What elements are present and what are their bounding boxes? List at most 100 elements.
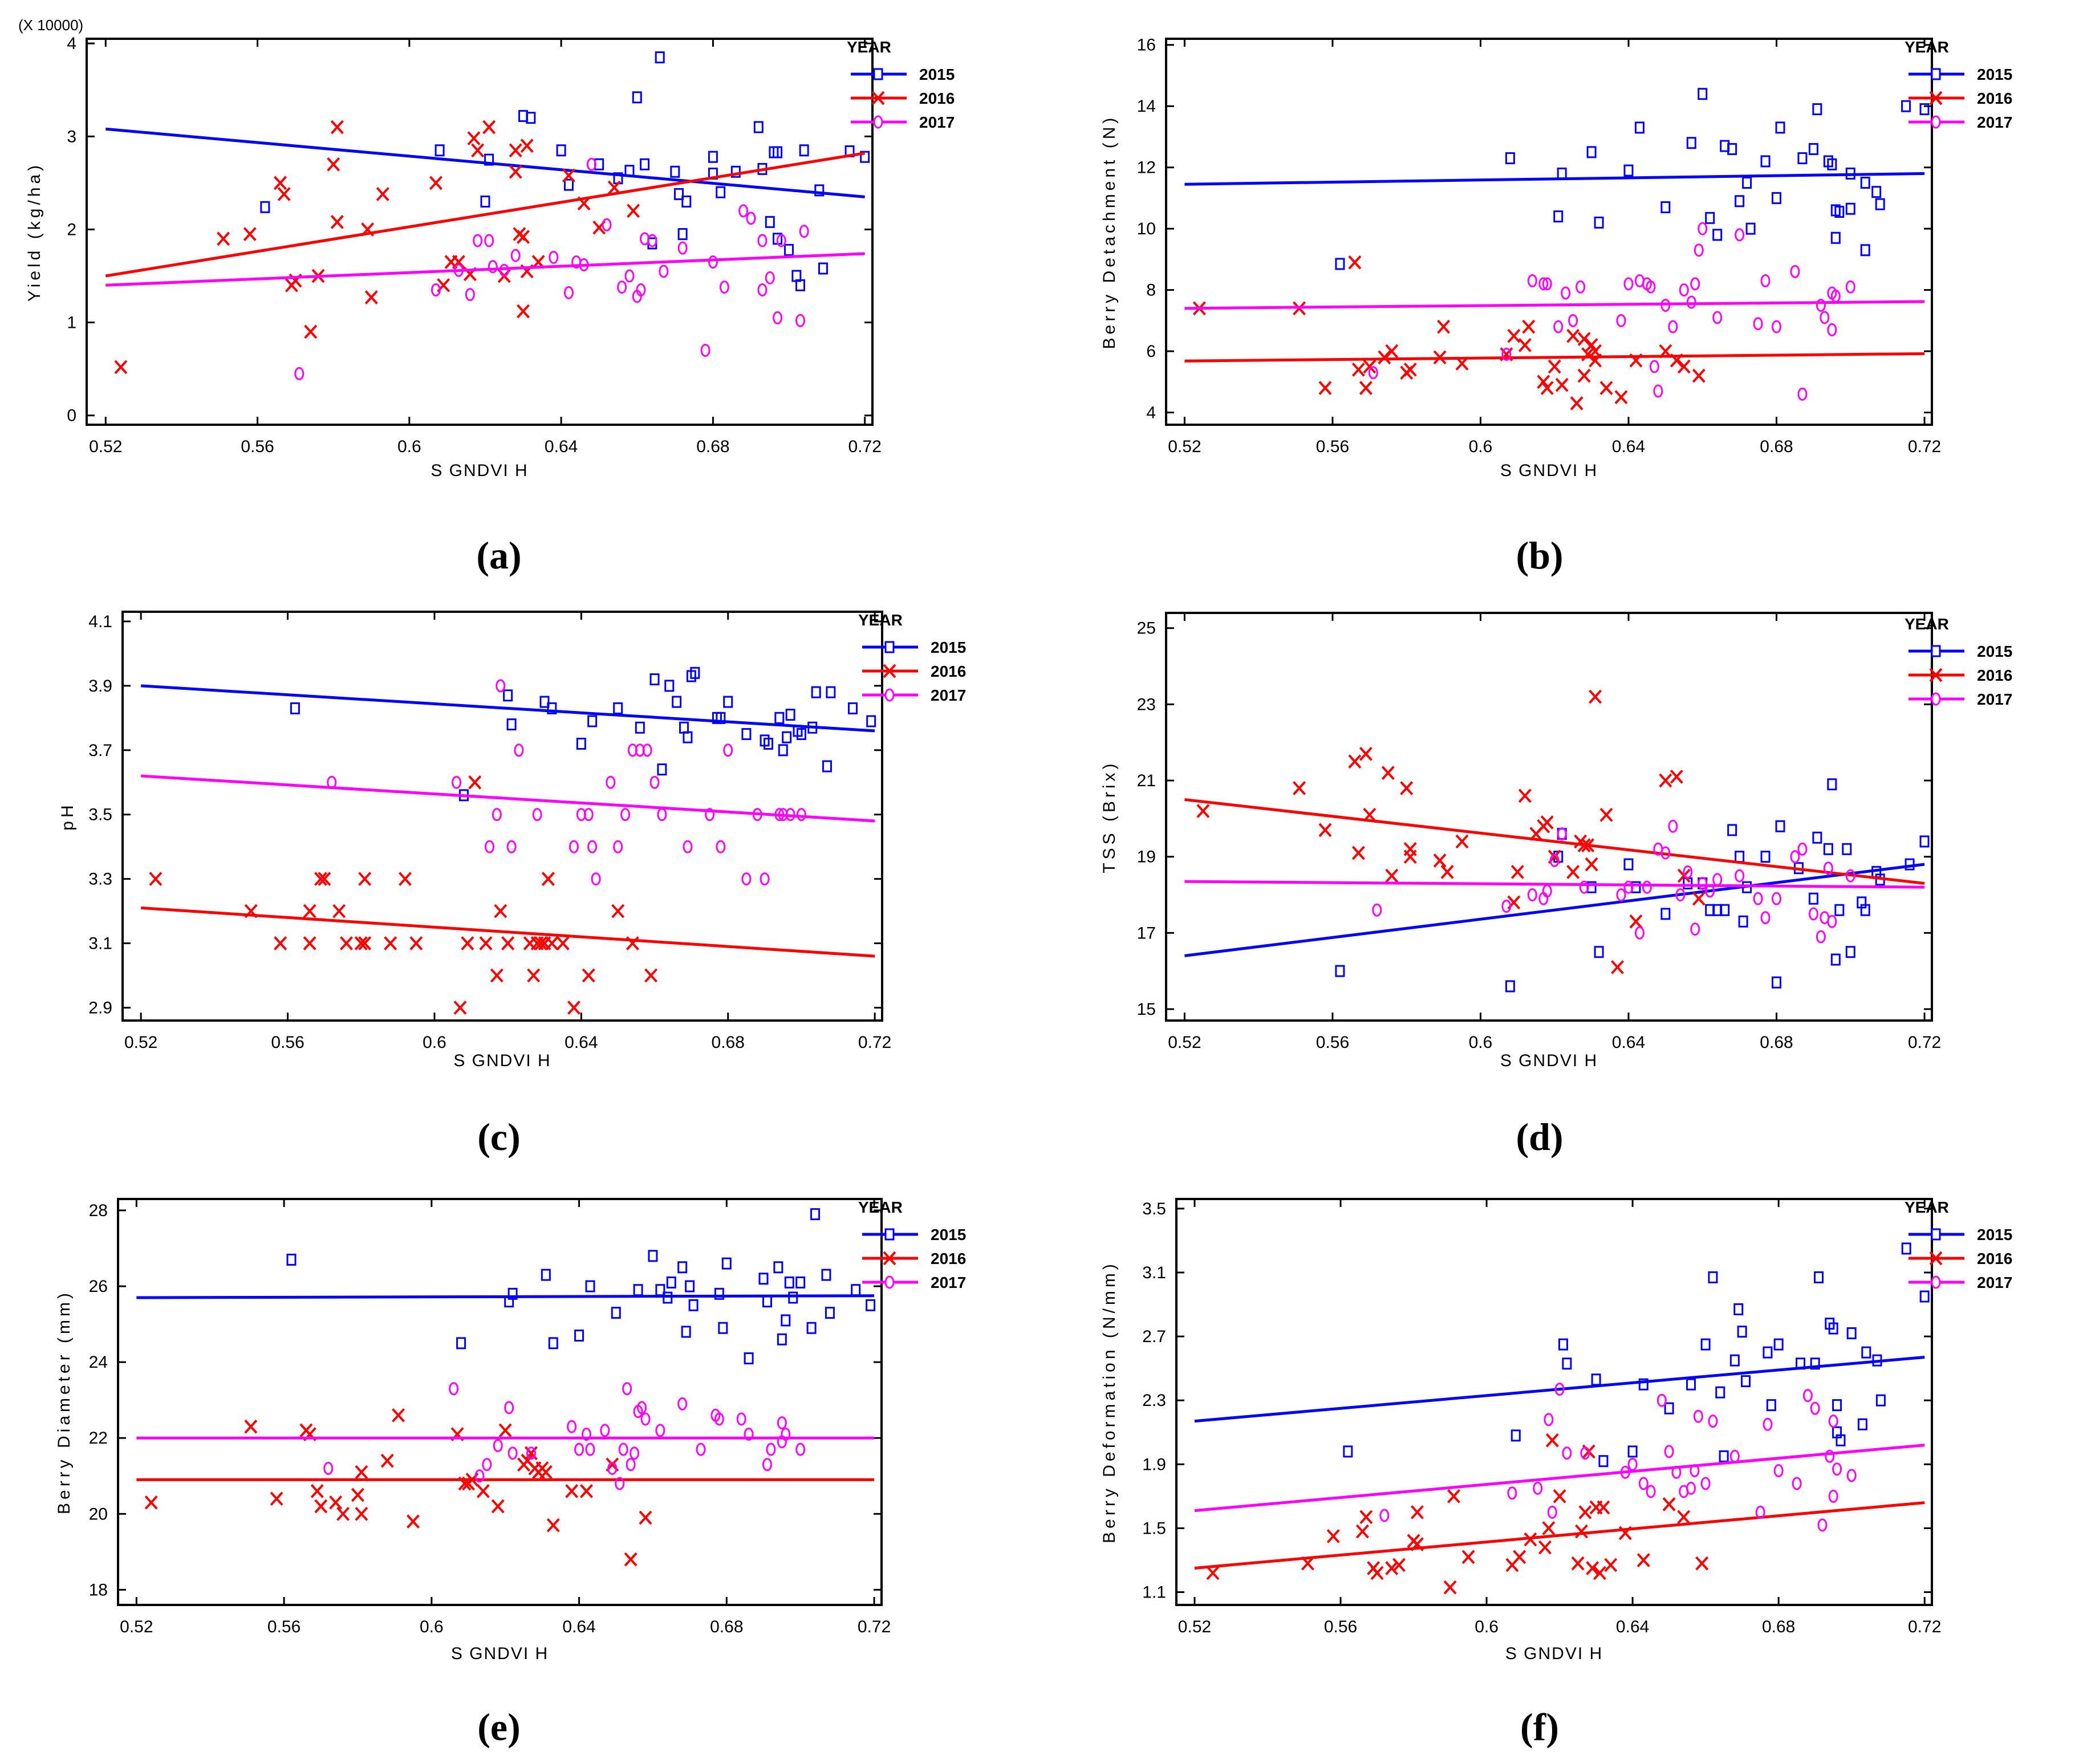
y-tick-label: 1.1: [1142, 1583, 1166, 1602]
point-2016: [407, 1514, 420, 1529]
point-2015: [1871, 186, 1882, 198]
point-2017: [617, 281, 627, 294]
y-tick-label: 3.9: [88, 677, 112, 696]
point-2017: [696, 1442, 706, 1456]
point-2017: [1832, 1462, 1842, 1476]
point-2016: [1662, 1497, 1676, 1511]
point-2016: [277, 187, 291, 201]
point-2017: [746, 212, 756, 225]
point-2015: [796, 728, 806, 741]
point-2017: [1554, 1383, 1565, 1396]
point-2015: [1335, 965, 1345, 977]
legend-marker-2016: [883, 664, 896, 678]
fit-line-2016: [141, 906, 875, 958]
point-2015: [716, 712, 726, 724]
point-2016: [114, 360, 128, 375]
fit-line-2017: [141, 774, 875, 823]
point-2016: [644, 968, 658, 983]
point-2016: [358, 936, 372, 950]
point-2016: [1359, 1510, 1373, 1525]
x-axis-label: S GNDVI H: [453, 1051, 551, 1070]
point-2015: [1814, 1271, 1824, 1283]
point-2017: [642, 743, 652, 757]
point-2017: [1792, 1477, 1802, 1490]
point-2016: [340, 936, 354, 950]
x-tick-label: 0.72: [858, 1617, 891, 1636]
point-2016: [409, 936, 423, 950]
legend-marker-2017: [884, 688, 895, 702]
point-2017: [465, 288, 475, 302]
point-2016: [525, 1446, 538, 1461]
point-2015: [1511, 1429, 1521, 1442]
point-2015: [1760, 155, 1771, 168]
point-2017: [1557, 827, 1567, 841]
point-2015: [1832, 1399, 1842, 1412]
point-2015: [1660, 201, 1671, 214]
point-2016: [1629, 353, 1643, 368]
point-2016: [149, 872, 163, 886]
point-2015: [795, 279, 806, 291]
legend-entry-2016: 2016: [1909, 1250, 2012, 1267]
point-2016: [1659, 773, 1672, 788]
point-2016: [567, 1001, 580, 1015]
y-tick-label: 16: [1137, 36, 1156, 55]
point-2017: [773, 311, 783, 324]
point-2015: [541, 1269, 551, 1281]
point-2017: [795, 1442, 806, 1456]
point-2016: [244, 1419, 258, 1434]
point-2015: [1638, 1378, 1648, 1391]
point-2017: [492, 808, 502, 822]
legend-entry-2016: 2016: [851, 90, 955, 107]
y-tick-label: 8: [1146, 281, 1156, 300]
y-axis-label: pH: [58, 802, 77, 830]
point-2016: [354, 936, 368, 950]
series-2017: [1184, 819, 1925, 944]
point-2017: [708, 255, 718, 269]
point-2017: [1845, 280, 1855, 294]
point-2017: [1561, 286, 1571, 300]
point-2017: [1698, 222, 1708, 235]
point-2015: [672, 696, 682, 708]
point-2017: [1816, 298, 1826, 312]
point-2017: [1638, 1477, 1648, 1490]
point-2016: [1670, 353, 1683, 368]
point-2017: [607, 1461, 618, 1475]
point-2017: [796, 808, 806, 822]
point-2015: [1712, 229, 1723, 241]
point-2015: [1919, 835, 1930, 848]
x-tick-label: 0.72: [858, 1033, 891, 1052]
point-2016: [498, 1423, 512, 1438]
point-2016: [1318, 823, 1332, 838]
point-2017: [1533, 1481, 1543, 1495]
point-2015: [1660, 908, 1671, 920]
legend-label-2016: 2016: [1977, 666, 2012, 684]
y-tick-label: 26: [89, 1277, 108, 1296]
point-2016: [1351, 846, 1365, 860]
point-2017: [1501, 347, 1512, 361]
point-2015: [1775, 820, 1785, 832]
legend-label-2017: 2017: [1977, 690, 2012, 708]
point-2016: [1351, 362, 1365, 377]
point-2015: [785, 709, 795, 721]
point-2016: [1585, 857, 1598, 872]
point-2016: [1378, 350, 1391, 365]
y-tick-label: 4: [1146, 404, 1156, 422]
point-2017: [620, 808, 631, 822]
point-2017: [327, 775, 337, 789]
point-2015: [1557, 167, 1567, 180]
point-2015: [507, 1287, 518, 1300]
legend-label-2015: 2015: [919, 66, 955, 83]
point-2017: [1772, 892, 1782, 905]
fit-line-2015: [1194, 1356, 1925, 1423]
legend-marker-2015: [1931, 645, 1941, 657]
point-2016: [330, 120, 344, 135]
point-2016: [1537, 375, 1550, 389]
series-2015: [141, 666, 876, 802]
point-2017: [1827, 323, 1837, 336]
point-2016: [327, 157, 340, 172]
series-2015: [136, 1208, 876, 1364]
point-2016: [468, 775, 482, 790]
y-axis-label: Berry Detachment (N): [1100, 115, 1119, 349]
point-2016: [1585, 338, 1598, 352]
point-2017: [762, 1458, 772, 1472]
